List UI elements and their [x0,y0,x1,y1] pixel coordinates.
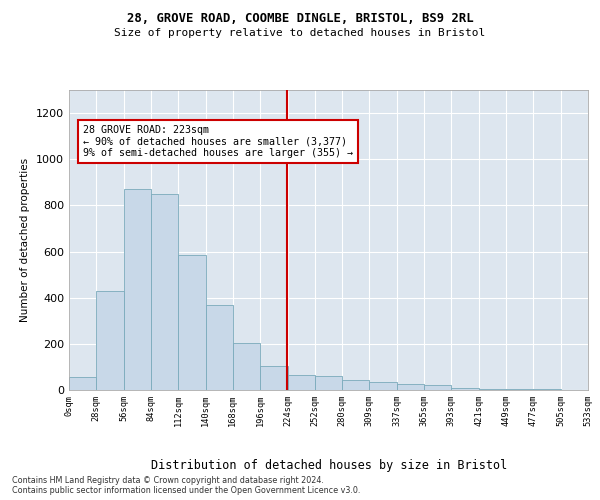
Text: Distribution of detached houses by size in Bristol: Distribution of detached houses by size … [151,460,507,472]
Text: 28, GROVE ROAD, COOMBE DINGLE, BRISTOL, BS9 2RL: 28, GROVE ROAD, COOMBE DINGLE, BRISTOL, … [127,12,473,26]
Bar [233,342,260,390]
Text: Contains HM Land Registry data © Crown copyright and database right 2024.: Contains HM Land Registry data © Crown c… [12,476,324,485]
Text: Size of property relative to detached houses in Bristol: Size of property relative to detached ho… [115,28,485,38]
Bar [69,378,97,390]
Bar [260,366,287,390]
Text: 28 GROVE ROAD: 223sqm
← 90% of detached houses are smaller (3,377)
9% of semi-de: 28 GROVE ROAD: 223sqm ← 90% of detached … [83,124,353,158]
Text: Contains public sector information licensed under the Open Government Licence v3: Contains public sector information licen… [12,486,361,495]
Bar [342,380,370,390]
Bar [397,384,424,390]
Bar [315,376,342,390]
Bar [287,375,315,390]
Bar [151,194,178,390]
Bar [506,389,533,390]
Bar [124,189,151,390]
Bar [424,386,451,390]
Bar [451,388,479,390]
Bar [479,389,506,390]
Bar [97,291,124,390]
Bar [206,304,233,390]
Bar [178,255,206,390]
Bar [370,382,397,390]
Y-axis label: Number of detached properties: Number of detached properties [20,158,31,322]
